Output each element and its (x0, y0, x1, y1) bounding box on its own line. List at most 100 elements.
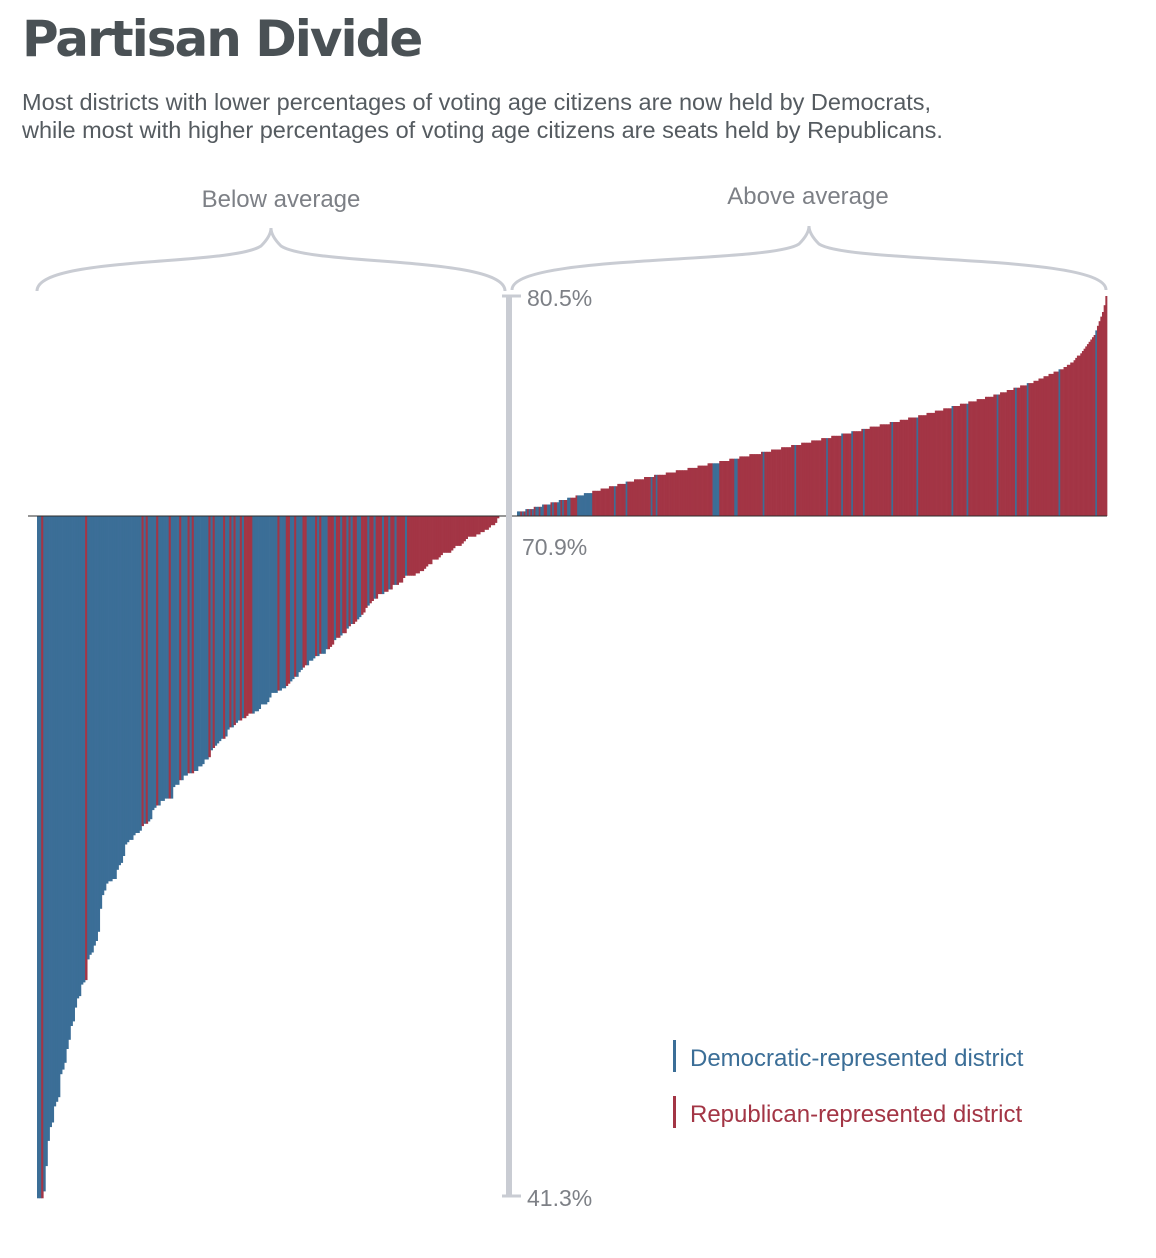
above-average-district-bar-182 (819, 440, 822, 516)
above-average-district-bar-295 (1008, 390, 1011, 516)
below-average-district-bar-100 (243, 516, 247, 719)
below-average-district-bar-162 (373, 516, 377, 599)
above-average-district-bar-150 (766, 451, 769, 516)
above-average-district-bar-277 (978, 399, 981, 516)
below-average-bars (37, 516, 500, 1199)
chart-title: Partisan Divide (22, 10, 423, 68)
above-average-district-bar-69 (630, 481, 633, 516)
above-average-district-bar-118 (712, 463, 715, 516)
above-average-district-bar-187 (827, 438, 830, 516)
below-average-district-bar-103 (250, 516, 253, 714)
below-average-district-bar-78 (197, 516, 201, 767)
above-average-district-bar-309 (1031, 383, 1034, 516)
above-average-district-bar-147 (761, 451, 764, 516)
below-average-district-bar-154 (356, 516, 360, 620)
above-average-district-bar-287 (995, 394, 998, 516)
above-average-district-bar-3 (520, 511, 523, 516)
above-average-district-bar-276 (976, 399, 979, 516)
above-average-district-bar-7 (527, 509, 530, 516)
below-average-district-bar-186 (423, 516, 427, 569)
below-average-district-bar-59 (158, 516, 161, 806)
above-average-bars (517, 296, 1108, 516)
below-average-district-bar-29 (95, 516, 98, 941)
above-average-district-bar-24 (555, 502, 558, 516)
above-average-district-bar-243 (921, 415, 924, 516)
below-average-district-bar-91 (225, 516, 228, 737)
below-average-district-bar-137 (321, 516, 324, 654)
above-average-district-bar-93 (670, 472, 673, 516)
below-average-district-bar-2 (39, 516, 42, 1199)
below-average-district-bar-62 (164, 516, 167, 799)
below-average-district-bar-189 (430, 516, 433, 565)
below-average-district-bar-136 (319, 516, 322, 654)
below-average-district-bar-150 (348, 516, 351, 627)
above-average-district-bar-183 (821, 438, 824, 516)
above-average-district-bar-68 (628, 481, 631, 516)
below-average-district-bar-219 (492, 516, 496, 526)
above-average-district-bar-189 (831, 435, 834, 516)
above-average-district-bar-349 (1098, 321, 1101, 516)
above-average-district-bar-171 (801, 442, 804, 516)
below-average-district-bar-108 (260, 516, 264, 705)
below-average-district-bar-194 (440, 516, 443, 556)
above-average-district-bar-237 (911, 417, 914, 516)
below-average-district-bar-114 (273, 516, 276, 693)
below-average-district-bar-40 (118, 516, 121, 866)
legend-democratic-swatch (673, 1040, 676, 1072)
above-average-district-bar-50 (598, 490, 601, 516)
below-average-district-bar-204 (461, 516, 464, 544)
below-average-district-bar-208 (469, 516, 473, 537)
above-average-district-bar-227 (894, 422, 897, 516)
below-average-district-bar-74 (189, 516, 193, 774)
above-average-district-bar-320 (1050, 373, 1053, 516)
below-average-district-bar-10 (55, 516, 59, 1102)
below-average-district-bar-182 (415, 516, 418, 574)
below-average-district-bar-44 (126, 516, 130, 843)
above-average-district-bar-6 (525, 509, 528, 516)
below-average-district-bar-196 (444, 516, 448, 553)
below-average-district-bar-77 (195, 516, 199, 771)
below-average-district-bar-161 (371, 516, 374, 601)
below-average-district-bar-69 (179, 516, 182, 781)
above-average-district-bar-151 (767, 451, 770, 516)
above-average-district-bar-132 (735, 458, 738, 516)
above-average-district-bar-284 (990, 396, 993, 516)
above-average-district-bar-248 (929, 412, 932, 516)
below-average-district-bar-149 (346, 516, 349, 629)
below-average-district-bar-221 (496, 516, 500, 519)
below-average-district-bar-54 (147, 516, 151, 822)
above-average-district-bar-199 (847, 433, 850, 516)
above-average-district-bar-113 (704, 465, 707, 516)
below-average-district-bar-121 (287, 516, 291, 684)
above-average-district-bar-53 (603, 488, 606, 516)
below-average-district-bar-202 (457, 516, 460, 546)
above-average-district-bar-109 (697, 465, 700, 516)
above-average-district-bar-337 (1078, 355, 1081, 516)
below-average-district-bar-58 (156, 516, 159, 806)
above-average-district-bar-185 (824, 438, 827, 516)
above-average-district-bar-282 (986, 396, 989, 516)
above-average-district-bar-350 (1100, 316, 1103, 516)
above-average-district-bar-224 (889, 422, 892, 516)
above-average-district-bar-98 (679, 470, 682, 516)
below-average-district-bar-209 (471, 516, 475, 537)
above-average-district-bar-194 (839, 435, 842, 516)
below-average-district-bar-129 (304, 516, 308, 666)
below-average-district-bar-75 (191, 516, 195, 774)
below-average-district-bar-95 (233, 516, 236, 726)
above-average-district-bar-308 (1030, 383, 1033, 516)
above-average-district-bar-260 (949, 408, 952, 516)
above-average-district-bar-169 (797, 445, 800, 516)
below-average-district-bar-63 (166, 516, 170, 799)
above-average-district-bar-172 (802, 442, 805, 516)
below-average-district-bar-21 (78, 516, 82, 997)
below-average-district-bar-66 (172, 516, 176, 788)
below-average-district-bar-9 (53, 516, 57, 1107)
above-average-district-bar-82 (652, 477, 655, 516)
below-average-district-bar-67 (174, 516, 178, 785)
above-average-district-bar-262 (953, 406, 956, 516)
below-average-district-bar-102 (248, 516, 251, 714)
above-average-district-bar-20 (548, 504, 551, 516)
below-average-district-bar-48 (135, 516, 138, 833)
below-average-district-bar-97 (237, 516, 241, 721)
